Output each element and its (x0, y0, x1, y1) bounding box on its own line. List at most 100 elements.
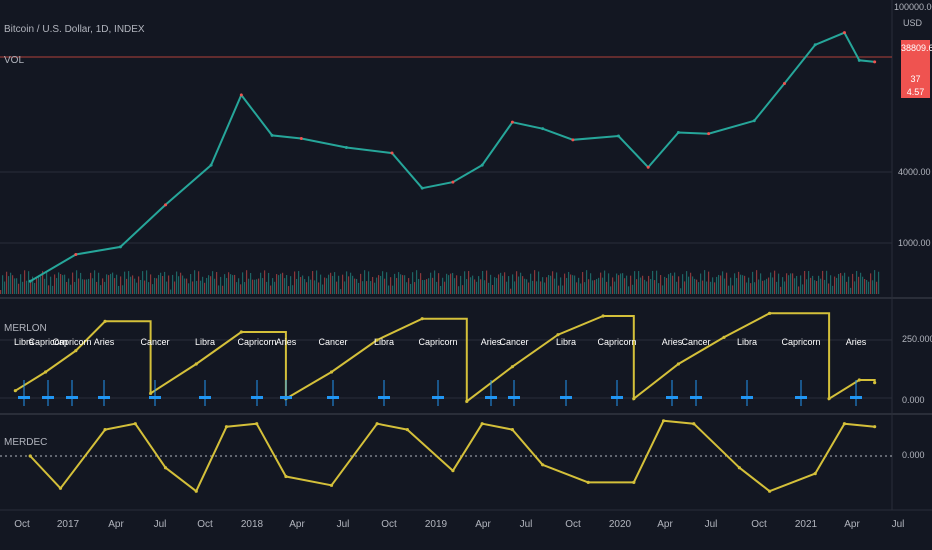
volume-bar (276, 274, 278, 294)
volume-bar (746, 282, 748, 294)
volume-bar (72, 272, 74, 294)
volume-bar (326, 278, 328, 294)
volume-bar (400, 274, 402, 294)
volume-bar (200, 280, 202, 294)
volume-bar (10, 272, 12, 294)
volume-bar (214, 278, 216, 294)
volume-bar (524, 278, 526, 294)
event-marker (149, 396, 161, 399)
volume-bar (4, 281, 6, 294)
volume-bar (486, 270, 488, 294)
volume-bar (552, 271, 554, 294)
volume-bar (220, 276, 222, 294)
volume-bar (462, 285, 464, 294)
volume-bar (140, 279, 142, 294)
volume-bar (518, 276, 520, 294)
volume-bar (270, 285, 272, 294)
volume-bar (46, 271, 48, 294)
volume-bar (122, 285, 124, 294)
volume-bar (632, 284, 634, 294)
volume-bar (466, 279, 468, 294)
event-marker (251, 396, 263, 399)
volume-bar (90, 272, 92, 294)
volume-bar (606, 281, 608, 294)
event-marker (18, 396, 30, 399)
event-marker (690, 396, 702, 399)
volume-bar (840, 272, 842, 294)
volume-bar (502, 275, 504, 294)
volume-bar (828, 283, 830, 294)
volume-bar (296, 278, 298, 294)
volume-bar (68, 278, 70, 294)
zodiac-label: Capricorn (418, 337, 457, 347)
volume-bar (100, 285, 102, 294)
zodiac-label: Aries (94, 337, 115, 347)
volume-bar (852, 273, 854, 294)
volume-bar (56, 278, 58, 294)
volume-bar (256, 279, 258, 294)
zodiac-label: Cancer (499, 337, 528, 347)
vol-legend: VOL (4, 55, 25, 66)
volume-bar (654, 280, 656, 294)
volume-bar (156, 278, 158, 294)
volume-bar (376, 277, 378, 294)
volume-bar (36, 278, 38, 294)
event-marker (795, 396, 807, 399)
volume-bar (184, 278, 186, 294)
volume-bar (250, 273, 252, 294)
volume-bar (576, 282, 578, 294)
volume-bar (876, 281, 878, 294)
volume-bar (794, 278, 796, 294)
zodiac-label: Libra (14, 337, 34, 347)
volume-bar (762, 280, 764, 294)
volume-bar (204, 282, 206, 294)
volume-bar (30, 280, 32, 294)
volume-bar (532, 280, 534, 294)
volume-bar (530, 273, 532, 294)
volume-bar (346, 271, 348, 294)
volume-bar (874, 270, 876, 294)
volume-bar (24, 270, 26, 294)
volume-bar (830, 275, 832, 294)
volume-bar (620, 273, 622, 294)
price-point (813, 43, 817, 47)
volume-bar (682, 274, 684, 294)
volume-bar (368, 271, 370, 294)
x-axis-tick-label: 2019 (425, 519, 448, 530)
volume-bar (720, 275, 722, 294)
volume-bar (818, 275, 820, 294)
volume-bar (20, 274, 22, 294)
volume-bar (308, 276, 310, 294)
volume-bar (460, 275, 462, 294)
volume-bar (142, 271, 144, 294)
volume-bar (470, 277, 472, 294)
volume-bar (378, 275, 380, 294)
volume-bar (868, 281, 870, 294)
volume-bar (304, 279, 306, 294)
volume-bar (352, 275, 354, 294)
volume-bar (686, 271, 688, 294)
volume-bar (76, 270, 78, 294)
volume-bar (724, 278, 726, 294)
volume-bar (584, 282, 586, 294)
merdec-point (58, 486, 63, 490)
volume-bar (242, 272, 244, 294)
volume-bar (536, 281, 538, 294)
merdec-point (813, 472, 817, 476)
merdec-point (842, 422, 847, 426)
price-point (873, 60, 877, 64)
price-point (480, 163, 484, 167)
volume-bar (510, 288, 512, 294)
volume-bar (338, 275, 340, 294)
volume-bar (544, 282, 546, 294)
volume-bar (0, 290, 2, 294)
event-marker (432, 396, 444, 399)
x-axis-tick-label: Jul (520, 519, 533, 530)
volume-bar (832, 285, 834, 294)
volume-bar (764, 280, 766, 294)
volume-bar (280, 273, 282, 294)
volume-bar (356, 278, 358, 294)
volume-bar (294, 271, 296, 294)
volume-bar (568, 271, 570, 294)
event-marker (199, 396, 211, 399)
